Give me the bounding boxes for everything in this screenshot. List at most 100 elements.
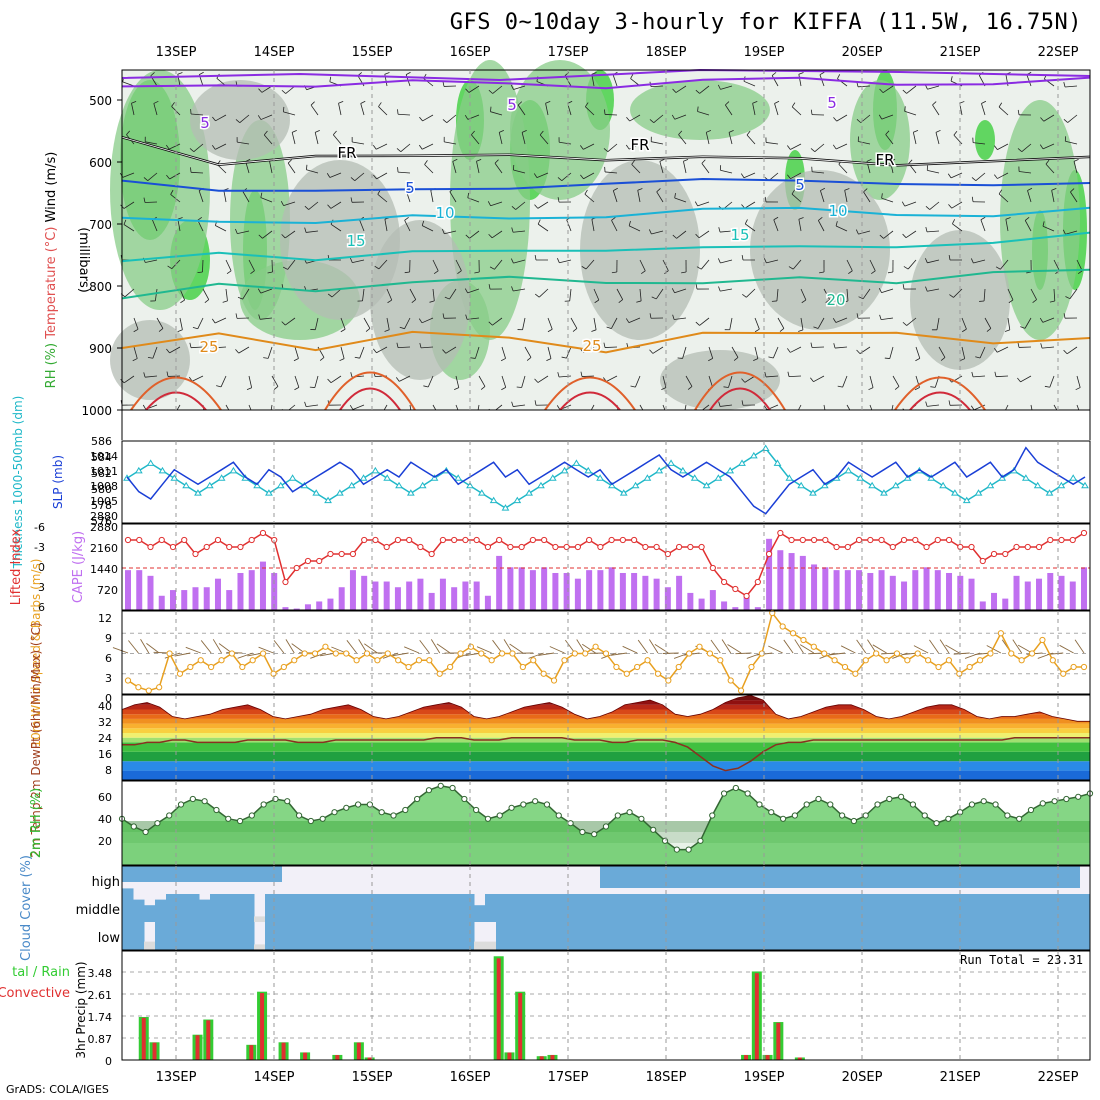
data-point	[1002, 550, 1009, 558]
wind-barb	[189, 342, 192, 348]
cloud-bar-low	[595, 922, 607, 950]
wind-barb	[940, 357, 946, 361]
wind-barb	[488, 233, 493, 239]
cloud-bar-middle	[287, 894, 299, 922]
isotherm-line	[121, 177, 1091, 192]
data-point	[158, 466, 167, 474]
data-point	[687, 543, 694, 551]
wind-barb	[655, 288, 664, 300]
wind-barb	[513, 404, 526, 407]
wind-barb	[981, 103, 986, 116]
wind-barb	[419, 116, 423, 122]
wind-barb	[819, 271, 825, 274]
wind-barb	[1026, 74, 1032, 87]
cloud-bar-middle	[727, 894, 739, 922]
data-point	[1021, 474, 1030, 481]
wind-barb	[516, 386, 522, 388]
wind-barb	[929, 201, 940, 210]
wind-barb	[810, 342, 813, 348]
data-point	[182, 481, 191, 489]
wind-barb	[471, 134, 480, 145]
wind-barb	[613, 187, 618, 191]
cloud-bar-middle	[980, 894, 992, 922]
wind-barb	[953, 134, 963, 145]
data-point	[886, 795, 893, 803]
contour-label: 10	[435, 204, 454, 222]
wind-barb	[708, 358, 713, 362]
temp-tick-label: 16	[98, 748, 112, 761]
wind-barb	[246, 387, 252, 390]
wind-barb	[817, 317, 825, 329]
wind-barb	[1021, 143, 1032, 153]
slp-line	[126, 446, 1086, 515]
cloud-bar-middle	[815, 894, 827, 922]
cloud-bar-low	[1013, 922, 1025, 950]
wind-barb	[215, 114, 227, 122]
wind-barb	[701, 163, 710, 174]
wind-barb	[122, 172, 135, 178]
wind-barb	[708, 375, 714, 388]
wind-barb	[745, 223, 756, 232]
wind-barb	[147, 356, 153, 359]
wind-barb	[168, 143, 181, 150]
wind-barb	[1076, 259, 1083, 271]
cloud-bar-low	[1002, 922, 1014, 950]
date-label-top: 15SEP	[352, 45, 393, 60]
wind-barb	[489, 266, 495, 270]
wind-barb	[754, 328, 760, 333]
wind-barb	[766, 142, 779, 145]
wind-barb	[404, 271, 410, 274]
wind-barb	[510, 258, 514, 264]
wind-barb	[474, 346, 480, 359]
cloud-bar-low	[320, 922, 332, 950]
wind-barb	[746, 130, 751, 136]
precip-conv-bar	[754, 973, 759, 1060]
wind-barb	[499, 129, 504, 133]
isotherm-line	[121, 76, 1091, 90]
wind-barb	[314, 132, 319, 145]
wind-axis-label: 10m Wind Speed & Barbs (m/s)	[29, 559, 43, 748]
wind-barb	[717, 258, 721, 264]
temp-band	[122, 770, 1090, 780]
data-point	[1070, 663, 1077, 671]
precip-frame	[121, 950, 1091, 1061]
data-point	[661, 837, 669, 844]
wind-barb	[651, 296, 657, 300]
cloud-bar-middle	[166, 894, 178, 922]
wind-barb-10m	[945, 644, 960, 654]
wind-barb	[820, 190, 825, 203]
wind-barb	[639, 259, 646, 271]
wind-barb	[935, 129, 941, 133]
wind-barb	[1043, 114, 1055, 122]
wind-barb	[862, 288, 871, 300]
wind-barb	[927, 288, 940, 292]
wind-barb-10m	[872, 644, 887, 654]
date-label-bottom: 16SEP	[450, 1070, 491, 1085]
cloud-bar-low	[749, 922, 761, 950]
contour-label: 5	[200, 114, 210, 132]
wind-barb	[197, 216, 203, 221]
temp-band	[122, 714, 1090, 719]
wind-barb	[556, 258, 560, 263]
data-point	[966, 663, 973, 671]
cloud-bar-middle	[848, 894, 860, 922]
wind-barb	[226, 270, 232, 275]
cape-bar	[957, 575, 964, 610]
wind-barb	[905, 230, 917, 239]
cloud-bar-low	[529, 922, 541, 950]
wind-barb	[1000, 259, 1009, 270]
cloud-bar-low	[584, 922, 596, 950]
rh-contour-region	[910, 230, 1010, 370]
rh-contour-region	[1000, 100, 1080, 340]
data-point	[979, 557, 986, 565]
cape-bar	[1069, 581, 1076, 610]
data-point	[685, 846, 692, 853]
wind-barb	[593, 317, 597, 330]
wind-barb	[190, 167, 192, 173]
run-total-label: Run Total = 23.31	[960, 953, 1083, 967]
contour-label: FR	[875, 151, 894, 169]
wind-barb	[237, 141, 250, 145]
wind-barb	[882, 85, 894, 93]
cape-bar	[597, 570, 604, 610]
